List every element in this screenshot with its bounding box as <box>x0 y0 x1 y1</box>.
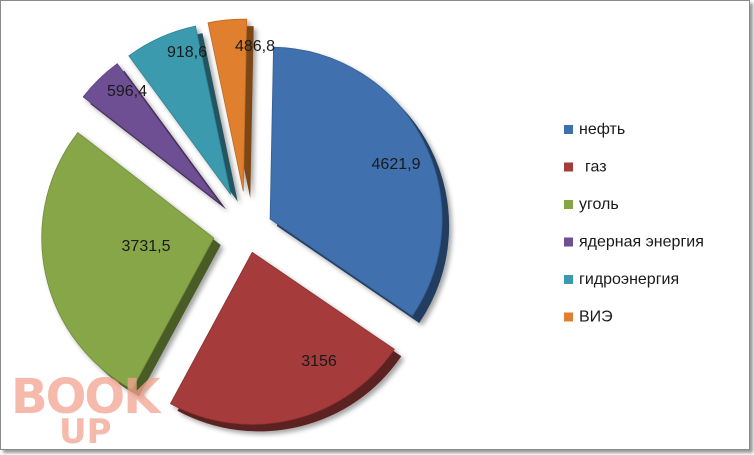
legend-swatch-1 <box>564 125 573 134</box>
data-label-1: 4621,9 <box>372 156 421 173</box>
pie-slice-face-6 <box>207 18 248 192</box>
pie-slice-face-1 <box>269 46 443 317</box>
pie-slice-face-2 <box>169 251 395 425</box>
watermark-logo-bottom: UP <box>59 412 112 452</box>
legend-swatch-4 <box>564 237 573 247</box>
pie-slice-face-5 <box>128 25 232 195</box>
pie-slice-face-4 <box>82 63 220 203</box>
legend-swatch-6 <box>564 312 573 322</box>
pie-slice-3 <box>41 132 221 397</box>
pie-slice-1 <box>269 46 450 323</box>
data-label-6: 486,8 <box>235 38 275 55</box>
pie-slice-2 <box>169 251 402 432</box>
legend-label-3: уголь <box>579 196 619 213</box>
legend-label-4: ядерная энергия <box>579 234 704 251</box>
pie-slice-6 <box>207 18 254 199</box>
legend-label-6: ВИЭ <box>579 309 613 326</box>
legend-swatch-3 <box>564 200 573 209</box>
legend-label-5: гидроэнергия <box>579 271 679 288</box>
data-label-5: 918,6 <box>167 44 207 61</box>
watermark-logo-top: BOOK <box>11 369 162 425</box>
pie-slice-4 <box>82 63 227 210</box>
legend-swatch-5 <box>564 275 573 284</box>
data-label-2: 3156 <box>301 353 337 370</box>
legend-label-2: газ <box>585 159 607 176</box>
legend-label-1: нефть <box>579 121 625 138</box>
legend-swatch-2 <box>564 162 573 172</box>
pie-slice-5 <box>128 25 238 202</box>
data-label-3: 3731,5 <box>122 238 171 255</box>
pie-slice-face-3 <box>41 132 215 390</box>
data-label-4: 596,4 <box>107 83 147 100</box>
